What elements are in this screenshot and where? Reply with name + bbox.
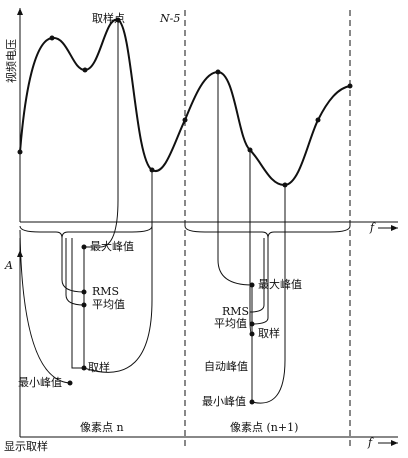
rms: RMS xyxy=(222,305,249,318)
max-peak: 最大峰值 xyxy=(258,277,302,291)
pixel-n: 像素点 n xyxy=(80,421,124,434)
rms: RMS xyxy=(92,285,119,298)
max-peak: 最大峰值 xyxy=(90,239,134,253)
x-label: f xyxy=(369,221,376,234)
right-dots xyxy=(249,282,255,405)
x-label: f xyxy=(367,436,374,449)
auto-peak: 自动峰值 xyxy=(204,360,248,373)
video-curve xyxy=(19,18,351,187)
sample-dots xyxy=(17,17,353,188)
y-label: 视频电压 xyxy=(4,39,18,83)
min-peak: 最小峰值 xyxy=(18,376,62,389)
average: 平均值 xyxy=(214,317,247,330)
average: 平均值 xyxy=(92,298,125,311)
caption: 显示取样 xyxy=(4,439,48,453)
top-axes xyxy=(17,8,398,231)
pixel-n1: 像素点 (n+1) xyxy=(230,421,298,434)
min-peak: 最小峰值 xyxy=(202,395,246,408)
left-dots xyxy=(67,244,87,386)
right-connectors xyxy=(184,74,351,404)
left-connectors xyxy=(19,22,153,384)
sample: 取样 xyxy=(258,326,280,340)
sample-point-label: 取样点 xyxy=(92,11,125,25)
bottom-axes xyxy=(17,238,398,446)
sample: 取样 xyxy=(88,360,110,374)
n5-label: N-5 xyxy=(159,12,180,25)
y-label: A xyxy=(4,259,13,272)
